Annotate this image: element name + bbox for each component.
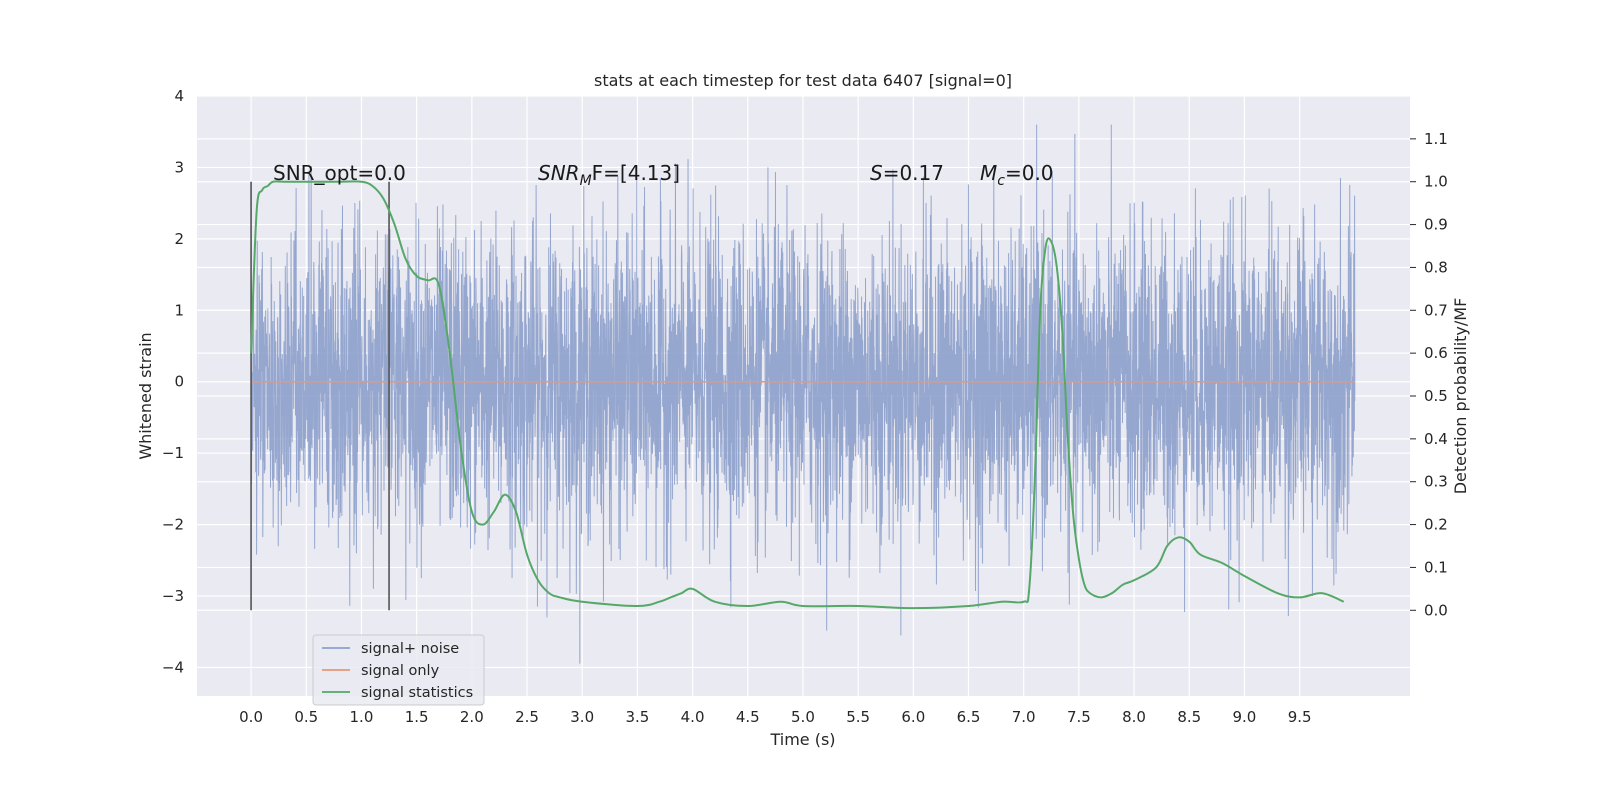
legend-box (312, 634, 485, 706)
x-tick-label: 7.0 (1012, 708, 1036, 726)
y-right-tick-label: 0.6 (1424, 344, 1448, 362)
x-tick-label: 2.0 (460, 708, 484, 726)
y-right-tick-label: 0.4 (1424, 430, 1448, 448)
x-axis-ticks: 0.0 0.5 1.0 1.5 2.0 2.5 3.0 3.5 4.0 4.5 5.0 5.5 6.0 6… (239, 708, 1311, 726)
y-left-tick-label: 3 (174, 158, 184, 176)
x-tick-label: 4.0 (681, 708, 705, 726)
annotation-mc: Mc=0.0 (980, 161, 1054, 189)
annotation-mc-sub: c (997, 173, 1005, 189)
annotation-snr-mf: SNRMF=[4.13] (538, 161, 680, 189)
x-tick-label: 8.0 (1122, 708, 1146, 726)
x-tick-label: 3.5 (625, 708, 649, 726)
y-left-tick-label: −3 (162, 587, 184, 605)
marker-lines (250, 181, 390, 611)
x-tick-label: 7.5 (1067, 708, 1091, 726)
x-tick-label: 4.5 (736, 708, 760, 726)
y-right-tick-label: 0.7 (1424, 301, 1448, 319)
x-tick-label: 6.0 (901, 708, 925, 726)
y-left-axis-label: Whitened strain (136, 332, 155, 459)
x-tick-label: 0.0 (239, 708, 263, 726)
y-right-tick-label: 0.1 (1424, 558, 1448, 576)
y-right-tick-label: 0.8 (1424, 258, 1448, 276)
y-left-tick-label: 2 (174, 230, 184, 248)
x-tick-label: 2.5 (515, 708, 539, 726)
y-right-tick-label: 0.3 (1424, 473, 1448, 491)
y-left-tick-label: −4 (162, 658, 184, 676)
annotation-mc-rest: =0.0 (1005, 161, 1054, 185)
annotation-snr-opt: SNR_opt=0.0 (273, 161, 406, 185)
y-right-tick-label: 0.9 (1424, 216, 1448, 234)
legend: signal+ noise signal only signal statist… (312, 634, 485, 706)
y-left-tick-label: 0 (174, 373, 184, 391)
x-axis-label: Time (s) (769, 730, 835, 749)
y-right-tick-label: 0.0 (1424, 601, 1448, 619)
x-tick-label: 9.0 (1233, 708, 1257, 726)
annotation-snr-mf-base: SNR (538, 161, 580, 185)
annotation-mc-base: M (980, 161, 997, 185)
annotation-s-base: S (870, 161, 883, 185)
y-right-tick-label: 1.0 (1424, 173, 1448, 191)
y-right-tick-label: 1.1 (1424, 130, 1448, 148)
x-tick-label: 6.5 (957, 708, 981, 726)
x-tick-label: 0.5 (294, 708, 318, 726)
x-tick-label: 5.0 (791, 708, 815, 726)
annotation-s: S=0.17 (870, 161, 944, 185)
y-left-tick-label: −1 (162, 444, 184, 462)
y-right-tick-label: 0.2 (1424, 516, 1448, 534)
legend-label-signal-noise: signal+ noise (361, 641, 459, 657)
y-left-tick-label: 4 (174, 87, 184, 105)
y-right-axis-label: Detection probability/MF (1451, 298, 1470, 495)
series-signal-statistics (250, 180, 1345, 610)
legend-label-signal-statistics: signal statistics (361, 685, 473, 701)
y-left-tick-label: −2 (162, 516, 184, 534)
annotation-snr-mf-sub: M (580, 173, 592, 189)
x-tick-label: 3.0 (570, 708, 594, 726)
legend-label-signal-only: signal only (361, 663, 440, 679)
y-left-tick-label: 1 (174, 301, 184, 319)
y-left-axis-ticks: 4 3 2 1 0 −1 −2 −3 −4 (162, 87, 184, 676)
chart-title: stats at each timestep for test data 640… (594, 71, 1012, 90)
x-tick-label: 8.5 (1177, 708, 1201, 726)
annotation-snr-mf-rest: F=[4.13] (592, 161, 680, 185)
signal-statistics-line (250, 180, 1345, 610)
annotation-s-rest: =0.17 (883, 161, 944, 185)
x-tick-label: 5.5 (846, 708, 870, 726)
x-tick-label: 1.5 (405, 708, 429, 726)
y-right-tick-label: 0.5 (1424, 387, 1448, 405)
x-tick-label: 9.5 (1288, 708, 1312, 726)
y-right-axis-ticks: 1.1 1.0 0.9 0.8 0.7 0.6 0.5 0.4 0.3 0.2 0.1 0.0 (1410, 130, 1448, 619)
x-tick-label: 1.0 (350, 708, 374, 726)
